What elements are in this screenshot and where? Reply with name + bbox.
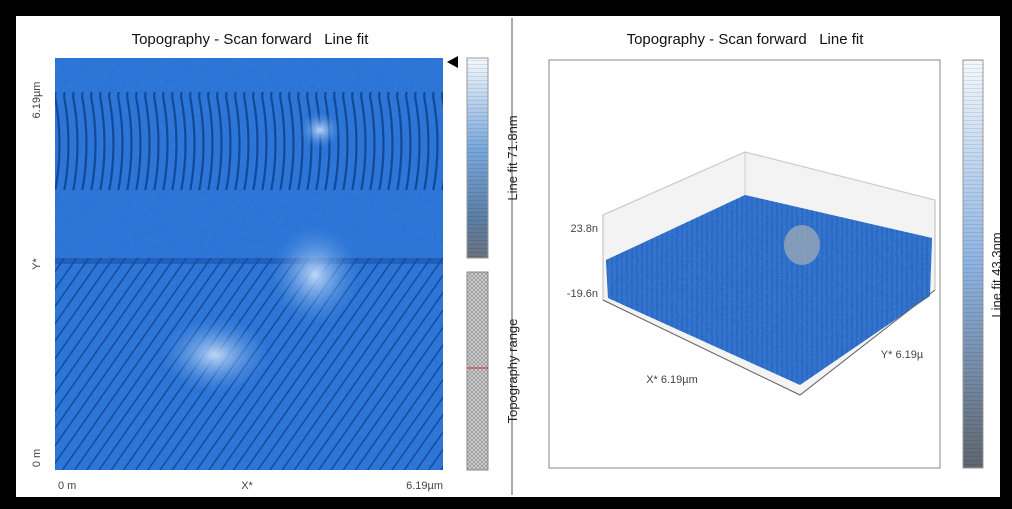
surface-peak	[784, 225, 820, 265]
y-label-3d: Y* 6.19µ	[881, 349, 924, 361]
z-top-label: 23.8n	[570, 223, 598, 235]
x-axis-right: 6.19µm	[406, 480, 443, 492]
screenshot: Topography - Scan forward Line fit 6.19µ…	[0, 0, 1012, 509]
range-bar[interactable]	[467, 272, 488, 470]
x-axis-label: X*	[241, 480, 253, 492]
panel-title: Topography - Scan forward Line fit	[627, 31, 865, 48]
feature	[270, 225, 360, 325]
z-bottom-label: -19.6n	[567, 288, 598, 300]
arc-fringes	[55, 92, 443, 190]
feature	[160, 317, 270, 393]
y-axis-top: 6.19µm	[31, 82, 43, 119]
y-axis-bottom: 0 m	[31, 449, 43, 467]
colorbar-ribs	[467, 58, 488, 258]
range-label: Topography range	[505, 319, 520, 424]
colorbar-label: Line fit 71.8nm	[505, 115, 520, 200]
colorbar-label: Line fit 43.3nm	[989, 232, 1004, 317]
x-label-3d: X* 6.19µm	[646, 374, 698, 386]
colorbar-ribs	[963, 60, 983, 468]
y-axis-label: Y*	[31, 257, 43, 269]
scan-line	[55, 258, 443, 264]
panel-title: Topography - Scan forward Line fit	[132, 31, 370, 48]
x-axis-left: 0 m	[58, 480, 76, 492]
feature	[300, 112, 340, 148]
